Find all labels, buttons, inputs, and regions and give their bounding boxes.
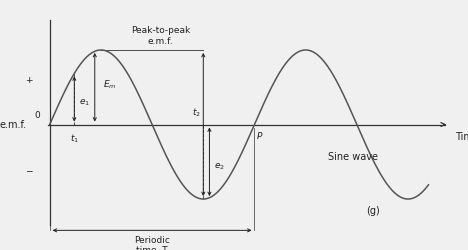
Text: e.m.f.: e.m.f. [0, 120, 26, 130]
Text: $E_m$: $E_m$ [103, 78, 117, 90]
Text: P: P [256, 132, 262, 141]
Text: $t_2$: $t_2$ [192, 106, 201, 118]
Text: $t_1$: $t_1$ [70, 132, 79, 145]
Text: Periodic
time, T: Periodic time, T [134, 235, 170, 250]
Text: 0: 0 [35, 111, 41, 120]
Text: Sine wave: Sine wave [328, 151, 378, 161]
Text: (g): (g) [366, 206, 380, 215]
Text: $e_2$: $e_2$ [213, 160, 225, 171]
Text: $e_1$: $e_1$ [80, 97, 90, 107]
Text: −: − [25, 165, 33, 174]
Text: Time: Time [455, 132, 468, 142]
Text: +: + [25, 76, 33, 85]
Text: Peak-to-peak
e.m.f.: Peak-to-peak e.m.f. [131, 26, 190, 46]
